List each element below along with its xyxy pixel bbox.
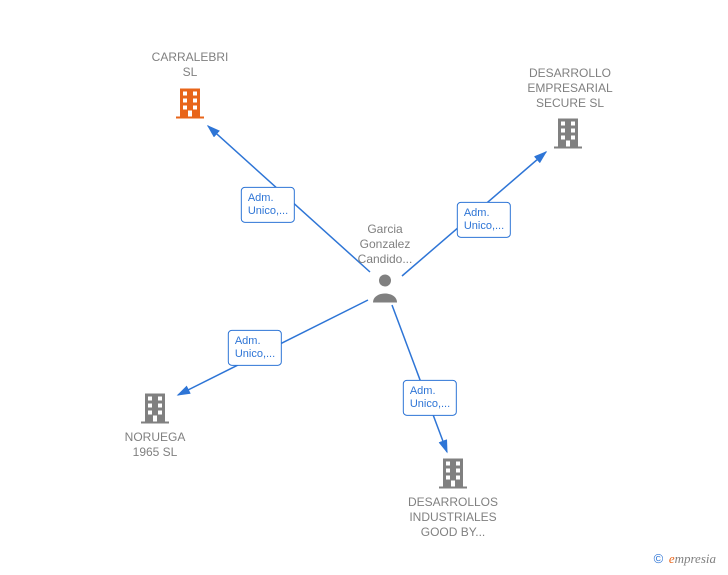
edges-layer	[0, 0, 728, 575]
company-label: DESARROLLOS INDUSTRIALES GOOD BY...	[408, 495, 498, 540]
edge-label[interactable]: Adm. Unico,...	[457, 202, 511, 238]
edge-label[interactable]: Adm. Unico,...	[241, 187, 295, 223]
footer-attribution: © empresia	[654, 551, 716, 567]
building-icon[interactable]	[436, 456, 470, 495]
edge-label[interactable]: Adm. Unico,...	[228, 330, 282, 366]
building-icon[interactable]	[173, 86, 207, 125]
copyright-symbol: ©	[654, 551, 664, 566]
company-label: DESARROLLO EMPRESARIAL SECURE SL	[527, 66, 612, 111]
brand-rest: mpresia	[675, 551, 716, 566]
building-icon[interactable]	[138, 391, 172, 430]
company-label: NORUEGA 1965 SL	[125, 430, 186, 460]
company-label: CARRALEBRI SL	[152, 50, 229, 80]
diagram-canvas: Adm. Unico,... Adm. Unico,... Adm. Unico,.…	[0, 0, 728, 575]
edge-label[interactable]: Adm. Unico,...	[403, 380, 457, 416]
person-label: Garcia Gonzalez Candido...	[358, 222, 413, 267]
person-icon[interactable]	[371, 273, 399, 308]
building-icon[interactable]	[551, 116, 585, 155]
edge-line	[392, 305, 447, 452]
